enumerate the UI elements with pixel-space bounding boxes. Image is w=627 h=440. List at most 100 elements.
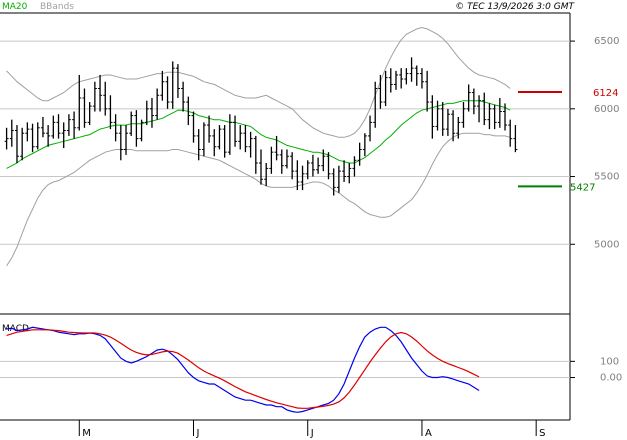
macd-grid (0, 360, 570, 379)
ohlc-bar (129, 111, 134, 136)
ohlc-bar (92, 81, 97, 112)
ohlc-bar (331, 168, 336, 196)
ohlc-bar (77, 74, 82, 131)
bollinger-bands (6, 26, 511, 267)
ohlc-bar (368, 115, 373, 142)
ma20-legend-label: MA20 (2, 2, 28, 12)
ohlc-bar (98, 74, 103, 112)
macd-line (6, 326, 480, 413)
ohlc-bar (321, 149, 326, 172)
macd-tick-label: 100 (600, 356, 619, 367)
ohlc-bar (425, 70, 430, 112)
ohlc-bar (284, 149, 289, 169)
ohlc-bar (4, 127, 9, 150)
ohlc-bar (56, 114, 61, 139)
price-tick-label: 5500 (594, 172, 619, 183)
ohlc-bar (342, 160, 347, 182)
signal-line (6, 329, 480, 409)
ohlc-bar (430, 95, 435, 139)
ohlc-bar (191, 111, 196, 143)
ohlc-bar (155, 88, 160, 120)
ohlc-bar (207, 115, 212, 143)
ohlc-bar (310, 154, 315, 177)
ohlc-bar (259, 149, 263, 185)
ohlc-bar (378, 74, 383, 109)
ohlc-bar (40, 116, 45, 138)
time-tick-label: S (539, 428, 545, 439)
macd-axis-ticks: 0.00 100 (570, 356, 622, 384)
ohlc-bar (456, 116, 461, 139)
ohlc-bar (51, 115, 56, 139)
ohlc-bar (20, 127, 25, 161)
ohlc-bar (72, 111, 77, 139)
ohlc-bar (362, 133, 367, 157)
ohlc-bar (497, 97, 502, 128)
ohlc-bar (103, 81, 108, 116)
ohlc-bar (419, 68, 424, 89)
ohlc-bar (238, 125, 243, 150)
ohlc-bar (233, 115, 238, 147)
ohlc-bar (440, 102, 445, 136)
price-tick-label: 5000 (594, 239, 619, 250)
ohlc-bar (336, 165, 341, 193)
ohlc-bar (14, 125, 19, 163)
price-levels: 6124 5427 (518, 88, 618, 193)
price-tick-label: 6500 (594, 36, 619, 47)
time-tick-label: A (425, 428, 432, 439)
ohlc-bar (9, 119, 14, 147)
ohlc-bar (181, 81, 186, 112)
ohlc-bar (253, 135, 258, 174)
ohlc-bar (300, 165, 305, 191)
ohlc-bar (165, 76, 170, 109)
ohlc-bar (196, 129, 201, 161)
ohlc-bar (466, 84, 471, 112)
ohlc-bar (217, 125, 222, 150)
ohlc-bar (508, 119, 513, 147)
ohlc-bar (404, 68, 409, 85)
ohlc-bar (248, 131, 253, 158)
ohlc-bar (279, 149, 284, 174)
macd-lines (6, 326, 480, 413)
ohlc-bar (487, 103, 492, 130)
ohlc-bars (4, 57, 518, 196)
ohlc-bar (269, 146, 274, 174)
ohlc-bar (108, 95, 113, 130)
ohlc-bar (35, 122, 40, 150)
price-tick-label: 6000 (594, 104, 619, 115)
time-tick-label: J (310, 428, 314, 439)
ohlc-bar (274, 135, 279, 161)
ohlc-bar (149, 97, 154, 128)
ma20-line (6, 100, 511, 169)
ohlc-bar (66, 114, 71, 136)
ohlc-bar (503, 103, 508, 131)
ohlc-bar (46, 125, 51, 147)
support-level-label: 5427 (570, 182, 595, 193)
ohlc-bar (113, 114, 118, 142)
ohlc-bar (513, 125, 518, 153)
ma20-series-line (6, 100, 511, 169)
macd-tick-label: 0.00 (600, 373, 622, 384)
ohlc-bar (393, 70, 398, 90)
ohlc-bar (451, 110, 456, 142)
ohlc-bar (61, 122, 66, 149)
bb-lower-line (6, 132, 511, 267)
ohlc-bar (435, 100, 440, 131)
resistance-level-label: 6124 (593, 88, 618, 99)
ohlc-bar (445, 108, 450, 136)
ohlc-bar (482, 92, 487, 126)
ohlc-bar (212, 129, 217, 157)
ohlc-bar (399, 68, 404, 89)
ohlc-bar (290, 152, 295, 180)
ohlc-bar (87, 102, 92, 126)
ohlc-bar (295, 160, 300, 191)
ohlc-bar (170, 61, 175, 109)
ohlc-bar (352, 156, 357, 177)
ohlc-bar (264, 163, 269, 187)
price-axis-ticks: 5000 5500 6000 6500 (570, 36, 619, 250)
ohlc-bar (373, 81, 378, 128)
ohlc-bar (388, 68, 393, 93)
ohlc-bar (186, 96, 191, 126)
